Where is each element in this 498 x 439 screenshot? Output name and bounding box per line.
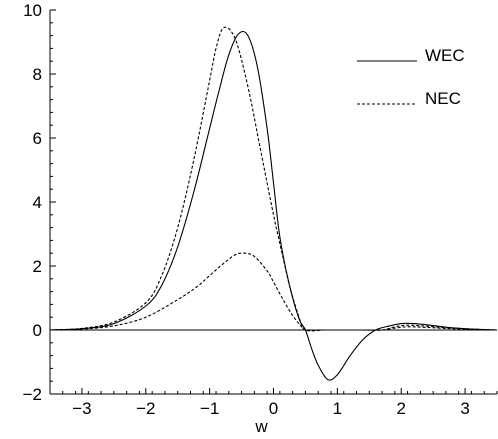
y-tick-label: 8 (33, 65, 42, 84)
y-tick-label: 10 (23, 1, 42, 20)
plot-frame (49, 10, 497, 395)
x-tick-label: 2 (396, 399, 405, 418)
x-tick-label: 3 (460, 399, 469, 418)
x-tick-label: 1 (333, 399, 342, 418)
x-tick-label: 0 (269, 399, 278, 418)
y-tick-label: 4 (33, 193, 42, 212)
series-line-nec-2 (49, 252, 498, 331)
axis-ticks (49, 9, 498, 395)
x-tick-label: −3 (72, 399, 91, 418)
y-tick-label: 6 (33, 129, 42, 148)
x-axis-label: w (254, 417, 268, 436)
x-tick-label: −2 (136, 399, 155, 418)
y-tick-label: 2 (33, 257, 42, 276)
y-tick-label: −2 (23, 385, 42, 404)
legend-label-nec: NEC (425, 89, 461, 108)
legend: WEC NEC (357, 46, 465, 108)
axis-tick-labels: −2 0 2 4 6 8 10 −3 −2 −1 0 1 2 3 (23, 1, 470, 418)
x-tick-label: −1 (200, 399, 219, 418)
series-line-nec-1 (49, 26, 498, 332)
y-tick-label: 0 (33, 321, 42, 340)
legend-label-wec: WEC (425, 46, 465, 65)
series-layer (49, 26, 498, 381)
